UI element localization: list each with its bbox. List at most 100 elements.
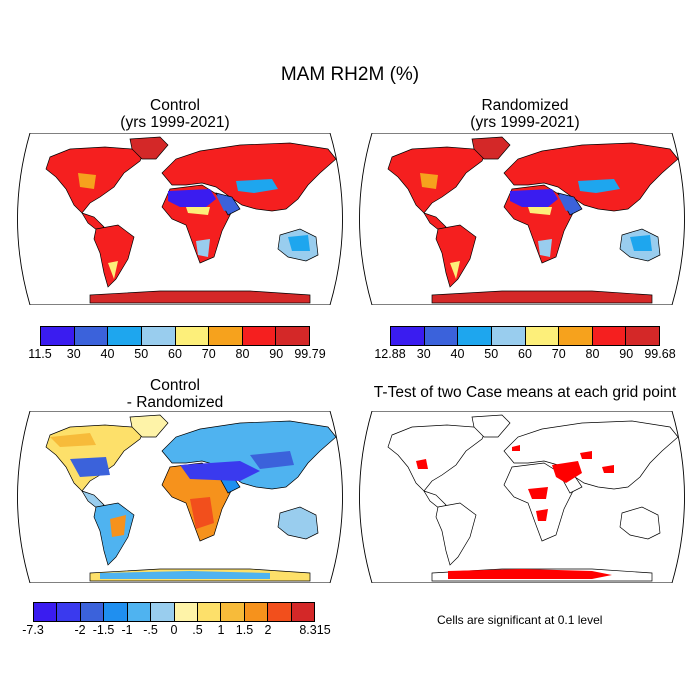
randomized-colorbar-segment bbox=[525, 327, 560, 345]
control-colorbar-segment bbox=[141, 327, 176, 345]
significant-cells bbox=[448, 569, 612, 579]
difference-map bbox=[17, 411, 343, 583]
control-colorbar-label: 70 bbox=[201, 347, 216, 361]
control-title-line2: (yrs 1999-2021) bbox=[120, 114, 230, 131]
randomized-colorbar-segment bbox=[592, 327, 627, 345]
control-colorbar-label: 30 bbox=[66, 347, 81, 361]
randomized-colorbar-segment bbox=[458, 327, 492, 345]
control-colorbar-segment bbox=[209, 327, 243, 345]
difference-title-line2: - Randomized bbox=[126, 394, 224, 411]
difference-field-region bbox=[100, 571, 270, 579]
control-colorbar-label: 80 bbox=[235, 347, 250, 361]
difference-colorbar-label: -7.3 bbox=[22, 623, 44, 637]
randomized-colorbar-segment bbox=[391, 327, 425, 345]
difference-field-region bbox=[50, 433, 96, 447]
difference-colorbar-label: 0 bbox=[170, 623, 178, 637]
greenland-landmass bbox=[129, 414, 169, 438]
eurasia-landmass bbox=[503, 142, 679, 212]
difference-colorbar-label: 1.5 bbox=[235, 623, 254, 637]
randomized-colorbar-segment bbox=[559, 327, 593, 345]
control-colorbar-label: 11.5 bbox=[28, 347, 52, 361]
control-colorbar-label: 90 bbox=[269, 347, 284, 361]
northamerica-landmass bbox=[387, 424, 488, 492]
difference-colorbar-segment bbox=[174, 603, 198, 621]
rh-field-region bbox=[78, 173, 96, 189]
control-colorbar-segment bbox=[276, 327, 309, 345]
rh-field-region bbox=[538, 239, 552, 257]
difference-panel-title: Control - Randomized bbox=[25, 377, 325, 411]
randomized-map bbox=[359, 133, 685, 305]
difference-colorbar-label: -1 bbox=[121, 623, 133, 637]
difference-colorbar-label: 1 bbox=[217, 623, 225, 637]
difference-colorbar-label: -1.5 bbox=[92, 623, 115, 637]
difference-colorbar bbox=[33, 602, 315, 622]
southamerica-landmass bbox=[435, 502, 477, 566]
difference-colorbar-segment bbox=[221, 603, 245, 621]
rh-field-region bbox=[528, 207, 552, 215]
control-colorbar-segment bbox=[108, 327, 142, 345]
difference-colorbar-segment bbox=[80, 603, 105, 621]
australia-landmass bbox=[619, 506, 661, 540]
randomized-colorbar-label: 99.68 bbox=[644, 347, 676, 361]
randomized-colorbar-segment bbox=[626, 327, 659, 345]
map-border bbox=[359, 133, 685, 305]
difference-colorbar-segment bbox=[104, 603, 128, 621]
rh-field-region bbox=[630, 235, 652, 251]
greenland-landmass bbox=[129, 136, 169, 160]
greenland-landmass bbox=[471, 414, 511, 438]
rh-field-region bbox=[288, 235, 310, 251]
difference-colorbar-label: -.5 bbox=[143, 623, 158, 637]
eurasia-landmass bbox=[161, 420, 337, 490]
randomized-colorbar-label: 70 bbox=[551, 347, 566, 361]
randomized-colorbar-label: 50 bbox=[484, 347, 499, 361]
difference-title-line1: Control bbox=[150, 377, 200, 394]
control-panel-title: Control (yrs 1999-2021) bbox=[25, 97, 325, 131]
randomized-panel-title: Randomized (yrs 1999-2021) bbox=[375, 97, 675, 131]
rh-field-region bbox=[578, 179, 620, 193]
randomized-colorbar-labels: 12.88 30 40 50 60 70 80 90 99.68 bbox=[374, 347, 675, 363]
southamerica-landmass bbox=[93, 224, 135, 288]
rh-field-region bbox=[420, 173, 438, 189]
difference-colorbar-segment bbox=[151, 603, 175, 621]
northamerica-landmass bbox=[387, 146, 488, 214]
rh-field-region bbox=[108, 261, 118, 279]
randomized-colorbar-segment bbox=[424, 327, 459, 345]
map-border bbox=[17, 411, 343, 583]
rh-field-region bbox=[216, 195, 236, 211]
significant-cells bbox=[512, 445, 520, 451]
control-colorbar-label: 99.79 bbox=[294, 347, 326, 361]
figure-title: MAM RH2M (%) bbox=[280, 64, 420, 85]
control-colorbar-segment bbox=[74, 327, 109, 345]
significance-note: Cells are significant at 0.1 level bbox=[437, 613, 603, 627]
rh-field-region bbox=[168, 189, 216, 207]
significant-cells bbox=[580, 451, 592, 459]
northamerica-landmass bbox=[45, 146, 146, 214]
difference-field-region bbox=[110, 515, 126, 537]
significant-cells bbox=[528, 487, 548, 499]
randomized-colorbar-label: 30 bbox=[416, 347, 431, 361]
randomized-colorbar-label: 40 bbox=[450, 347, 465, 361]
australia-landmass bbox=[277, 506, 319, 540]
randomized-colorbar-label: 60 bbox=[518, 347, 532, 361]
rh-field-region bbox=[186, 207, 210, 215]
ttest-title: T-Test of two Case means at each grid po… bbox=[373, 384, 677, 401]
difference-field-region bbox=[190, 497, 214, 529]
control-colorbar bbox=[40, 326, 310, 346]
significant-cells bbox=[552, 461, 582, 483]
control-colorbar-segment bbox=[242, 327, 277, 345]
difference-colorbar-segment bbox=[244, 603, 269, 621]
significant-cells bbox=[602, 465, 614, 473]
randomized-colorbar bbox=[390, 326, 660, 346]
control-map bbox=[17, 133, 343, 305]
antarctica-landmass bbox=[431, 290, 653, 304]
southamerica-landmass bbox=[435, 224, 477, 288]
difference-colorbar-segment bbox=[197, 603, 222, 621]
difference-colorbar-label: 2 bbox=[264, 623, 272, 637]
control-colorbar-label: 60 bbox=[168, 347, 182, 361]
eurasia-landmass bbox=[161, 142, 337, 212]
control-colorbar-label: 40 bbox=[100, 347, 115, 361]
difference-field-region bbox=[180, 461, 260, 481]
difference-colorbar-label: .5 bbox=[192, 623, 203, 637]
randomized-title-line1: Randomized bbox=[481, 97, 569, 114]
randomized-colorbar-label: 80 bbox=[585, 347, 600, 361]
